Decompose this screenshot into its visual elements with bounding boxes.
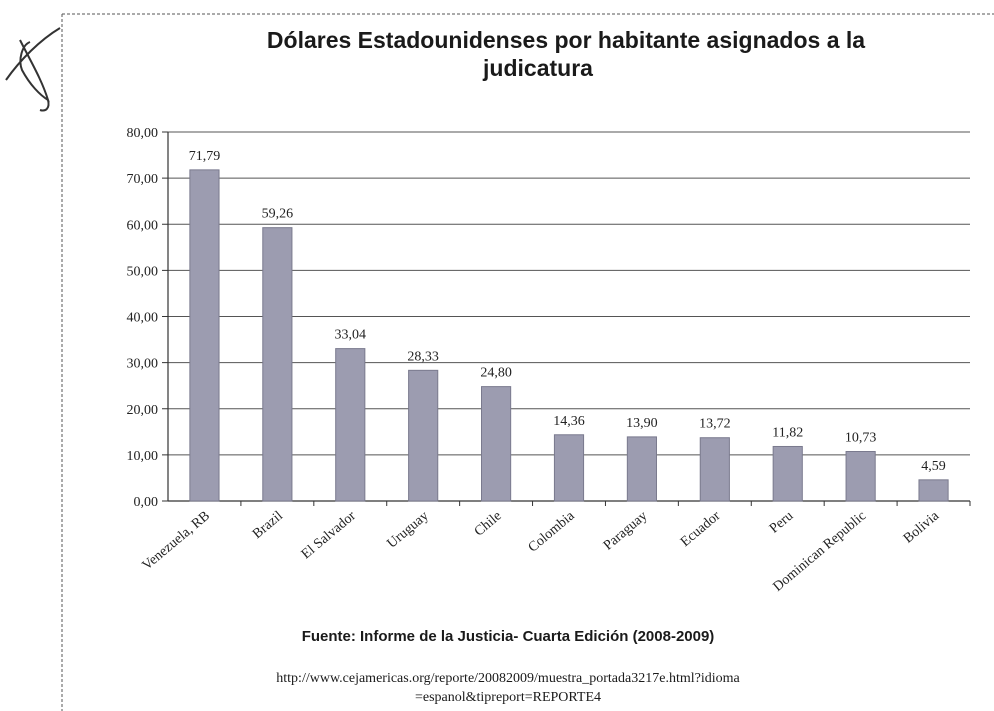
category-label: Chile: [472, 509, 505, 540]
data-label: 71,79: [189, 149, 221, 164]
y-tick-label: 80,00: [127, 126, 159, 141]
plot-area: 0,00 10,00 20,00 30,00 40,00 50,00 60,00 70,00 8…: [127, 126, 971, 595]
category-label: Uruguay: [385, 509, 432, 552]
y-tick-label: 20,00: [127, 403, 159, 418]
data-label: 33,04: [335, 328, 367, 343]
bar: [699, 437, 730, 502]
bar: [918, 479, 949, 502]
category-label: Venezuela, RB: [140, 509, 213, 574]
data-label: 10,73: [845, 431, 877, 446]
category-label: Colombia: [526, 508, 579, 555]
chart-title-line1: Dólares Estadounidenses por habitante as…: [267, 27, 865, 53]
category-label: Brazil: [250, 509, 286, 543]
y-tick-label: 70,00: [127, 172, 159, 187]
data-label: 59,26: [262, 207, 294, 222]
chart-title-line2: judicatura: [482, 55, 593, 81]
data-label: 13,72: [699, 417, 731, 432]
data-label: 13,90: [626, 416, 658, 431]
bar: [626, 436, 657, 502]
category-label: Paraguay: [601, 509, 651, 554]
y-tick-label: 0,00: [134, 495, 159, 510]
bar: [845, 451, 876, 502]
y-tick-label: 50,00: [127, 264, 159, 279]
category-label: Ecuador: [678, 508, 724, 550]
y-tick-label: 30,00: [127, 357, 159, 372]
data-label: 11,82: [772, 425, 803, 440]
source-url-line2: =espanol&tipreport=REPORTE4: [415, 690, 601, 705]
data-label: 24,80: [480, 366, 512, 381]
data-label: 28,33: [407, 349, 439, 364]
category-label: Peru: [767, 509, 796, 537]
bar: [335, 348, 366, 502]
bar: [189, 169, 220, 502]
y-tick-label: 40,00: [127, 311, 159, 326]
y-tick-label: 60,00: [127, 218, 159, 233]
source-url-line1: http://www.cejamericas.org/reporte/20082…: [276, 671, 740, 686]
category-label: Bolivia: [901, 508, 943, 546]
handwritten-mark: [5, 27, 61, 112]
source-line: Fuente: Informe de la Justicia- Cuarta E…: [302, 628, 715, 645]
bar: [262, 227, 293, 502]
y-tick-label: 10,00: [127, 449, 159, 464]
bar: [481, 386, 512, 502]
bar: [553, 434, 585, 502]
bar: [772, 445, 803, 502]
category-label: El Salvador: [299, 508, 359, 562]
data-label: 14,36: [553, 414, 585, 429]
data-label: 4,59: [921, 459, 946, 474]
bar: [408, 369, 439, 502]
